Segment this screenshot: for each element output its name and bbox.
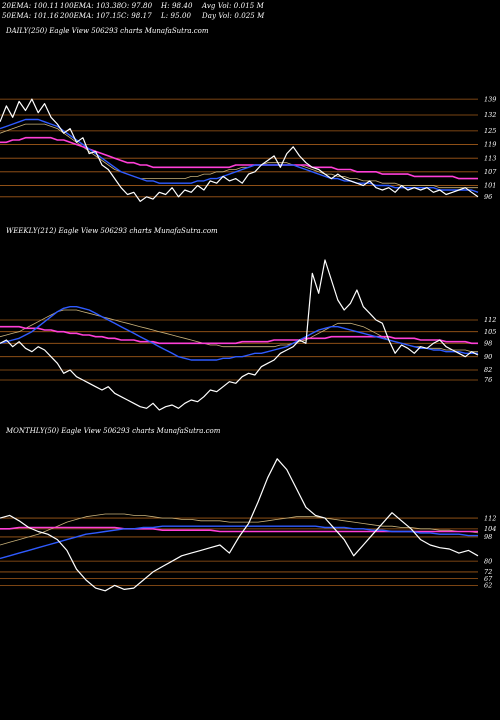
monthly-price-line [0,458,479,592]
weekly-ema-short-line [0,306,478,361]
daily-tick-label: 113 [484,154,496,162]
daily-tick-label: 96 [484,193,492,201]
daily-tick-label: 107 [484,168,497,176]
monthly-tick-label: 72 [484,568,492,576]
header-ema200-wrap: 200EMA: 107.15 [60,12,121,20]
ema200-readout: 200EMA: 107.15 [60,12,122,20]
header-dayvol-wrap: Day Vol: 0.025 M [202,12,264,20]
daily-ema-short-line [0,118,479,193]
monthly-thin-ma-line [0,513,479,546]
weekly-tick-label: 82 [484,366,492,374]
daily-chart: 139 132 125 119 113 107 101 96 [0,95,497,202]
daily-tick-label: 139 [484,95,496,103]
ema100-readout: 100EMA: 103.38 [60,2,122,10]
weekly-ema-long-line [0,325,478,345]
header-ema50-wrap: 50EMA: 101.16 [2,12,59,20]
daily-tick-label: 132 [484,111,496,119]
weekly-panel-title: WEEKLY(212) Eagle View 506293 charts Mun… [6,227,218,235]
avg-vol-readout: Avg Vol: 0.015 M [202,2,264,10]
weekly-chart: 112 105 98 90 82 76 [0,259,496,411]
daily-panel-title: DAILY(250) Eagle View 506293 charts Muna… [6,27,209,35]
header-close-wrap: C: 98.17 [121,12,152,20]
monthly-tick-label: 80 [484,557,492,565]
close-readout: C: 98.17 [121,12,152,20]
day-vol-readout: Day Vol: 0.025 M [202,12,265,20]
monthly-panel-title: MONTHLY(50) Eagle View 506293 charts Mun… [6,427,221,435]
ema20-readout: 20EMA: 100.11 [2,2,59,10]
weekly-thin-ma-line [0,309,478,353]
monthly-tick-label: 104 [484,525,496,533]
monthly-tick-label: 98 [484,533,492,541]
weekly-tick-label: 112 [484,316,496,324]
daily-ema-long-line [0,136,478,180]
high-readout: H: 98.40 [161,2,193,10]
daily-tick-label: 101 [484,182,496,190]
weekly-tick-label: 105 [484,328,496,336]
monthly-ema-short-line [0,525,478,560]
open-readout: O: 97.80 [121,2,153,10]
monthly-tick-label: 112 [484,514,496,522]
ema50-readout: 50EMA: 101.16 [2,12,59,20]
header-ema100-wrap: 100EMA: 103.38 [60,2,121,10]
daily-tick-label: 125 [484,127,496,135]
header-row-1: 20EMA: 100.11 [2,2,59,10]
header-low-wrap: L: 95.00 [161,12,191,20]
weekly-tick-label: 98 [484,340,492,348]
monthly-tick-label: 62 [484,582,492,590]
weekly-tick-label: 90 [484,353,492,361]
header-high-wrap: H: 98.40 [161,2,193,10]
daily-thin-ma-line [0,123,478,189]
low-readout: L: 95.00 [161,12,192,20]
daily-tick-label: 119 [484,141,496,149]
daily-price-line [0,98,479,202]
weekly-price-line [0,259,479,411]
header-open-wrap: O: 97.80 [121,2,152,10]
header-avgvol-wrap: Avg Vol: 0.015 M [202,2,264,10]
monthly-tick-label: 67 [484,575,493,583]
weekly-tick-label: 76 [484,376,492,384]
